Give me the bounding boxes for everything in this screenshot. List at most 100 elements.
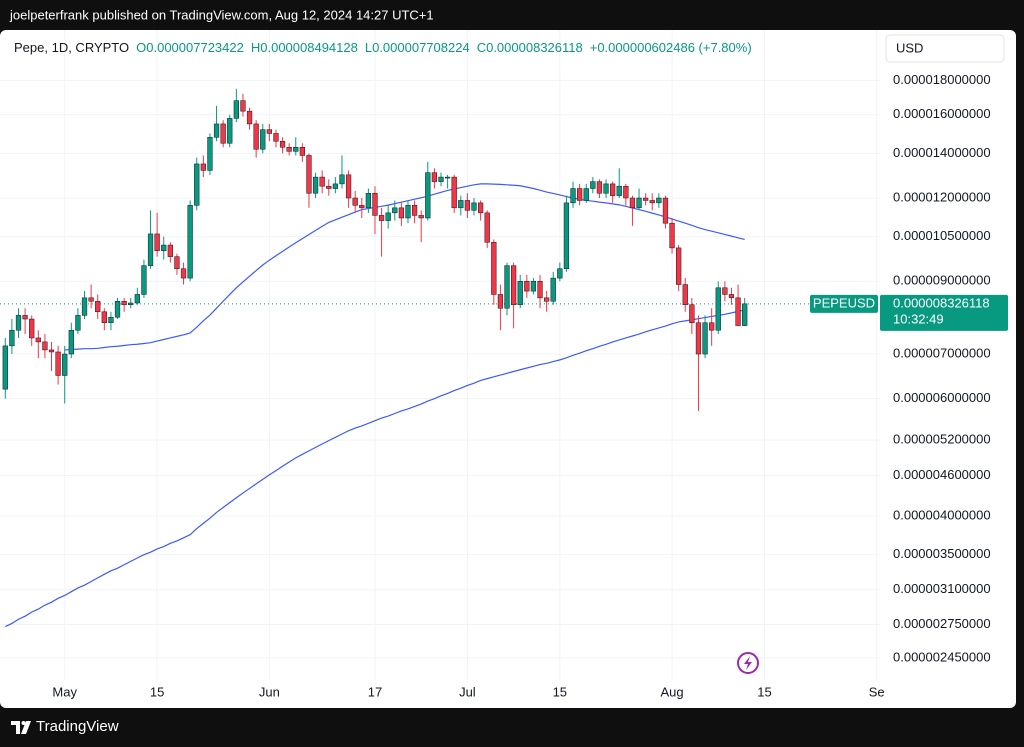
candle-body [55, 351, 61, 376]
candle-body [689, 304, 695, 323]
candle-body [260, 129, 266, 150]
candle-body [610, 183, 616, 196]
ohlc-low: L0.000007708224 [364, 40, 470, 55]
candle-body [273, 133, 279, 142]
candle-body [42, 341, 48, 351]
candle-body [128, 302, 134, 305]
last-price-tag [880, 294, 1008, 331]
candle-body [497, 294, 504, 309]
candle-body [2, 345, 8, 390]
candle-body [121, 301, 127, 305]
candle-body [266, 129, 272, 134]
candle-body [524, 281, 530, 292]
candle-body [616, 185, 622, 196]
candle-body [35, 337, 41, 343]
candle-body [29, 318, 35, 339]
candle-body [286, 147, 292, 152]
candle-body [141, 265, 147, 295]
candle-body [543, 297, 550, 302]
change: +0.000000602486 (+7.80%) [589, 40, 752, 55]
ohlc-high: H0.000008494128 [250, 40, 358, 55]
candle-body [88, 297, 94, 302]
candle-body [213, 123, 220, 138]
candle-body [709, 322, 715, 331]
candle-body [352, 197, 358, 206]
candle-body [378, 215, 385, 221]
candle-body [75, 315, 81, 331]
candle-body [451, 176, 457, 209]
candle-body [253, 123, 259, 150]
candle-body [174, 256, 180, 269]
candle-body [233, 100, 239, 119]
candle-body [649, 200, 655, 204]
moving-average [5, 309, 745, 628]
candle-body [623, 185, 629, 199]
candle-body [504, 265, 510, 309]
y-tick-label: 0.000002450000 [893, 649, 991, 664]
candle-body [596, 181, 603, 194]
candle-body [722, 287, 728, 295]
candle-body [62, 353, 68, 376]
candle-body [510, 265, 517, 305]
alert-bolt [744, 656, 752, 670]
candle-body [557, 268, 563, 279]
candle-body [517, 281, 523, 305]
candle-body [345, 174, 352, 199]
candle-body [359, 205, 365, 209]
candle-body [134, 294, 140, 304]
x-tick-label: Aug [660, 684, 683, 699]
candle-body [550, 277, 556, 302]
x-tick-label: 17 [368, 684, 382, 699]
candle-body [207, 137, 213, 171]
candle-body [108, 316, 114, 323]
candle-body [438, 176, 444, 182]
candle-body [491, 241, 497, 295]
candle-body [418, 215, 424, 219]
x-tick-label: Se [869, 684, 885, 699]
y-tick-label: 0.000016000000 [893, 106, 991, 121]
candle-body [339, 174, 345, 185]
x-tick-label: May [52, 684, 77, 699]
ohlc-close: C0.000008326118 [476, 40, 583, 55]
y-tick-label: 0.000007000000 [893, 345, 991, 360]
candle-body [392, 207, 398, 214]
candle-body [464, 200, 471, 211]
candle-body [154, 233, 160, 252]
candle-body [676, 247, 682, 285]
candle-body [200, 163, 206, 171]
y-tick-label: 0.000006000000 [893, 390, 991, 405]
candle-body [636, 197, 642, 209]
candle-body [187, 205, 193, 279]
candle-body [656, 197, 662, 204]
currency-box[interactable] [885, 34, 1005, 63]
candle-body [563, 202, 570, 269]
candle-body [240, 100, 246, 112]
y-tick-label: 0.000003500000 [893, 546, 991, 561]
candle-body [372, 192, 378, 216]
candle-body [431, 172, 438, 182]
last-price-label: 0.000008326118 [893, 295, 990, 310]
candle-body [167, 244, 173, 257]
candle-body [577, 188, 583, 201]
candle-body [385, 212, 391, 221]
candle-body [398, 207, 405, 219]
y-tick-label: 0.000004600000 [893, 467, 991, 482]
candle-body [332, 183, 339, 189]
candle-body [484, 212, 490, 243]
legend: Pepe, 1D, CRYPTO O0.000007723422 H0.000008… [14, 40, 759, 55]
candle-body [227, 118, 233, 144]
candle-body [319, 176, 325, 187]
candle-body [735, 297, 741, 326]
y-tick-label: 0.000010500000 [893, 228, 991, 243]
x-tick-label: Jul [459, 684, 476, 699]
candle-body [161, 244, 167, 252]
x-tick-label: 15 [553, 684, 567, 699]
panel [0, 30, 1016, 708]
candle-body [458, 200, 464, 209]
candle-body [629, 197, 636, 209]
candle-body [220, 123, 226, 144]
candle-body [742, 303, 748, 326]
candle-body [180, 268, 187, 279]
